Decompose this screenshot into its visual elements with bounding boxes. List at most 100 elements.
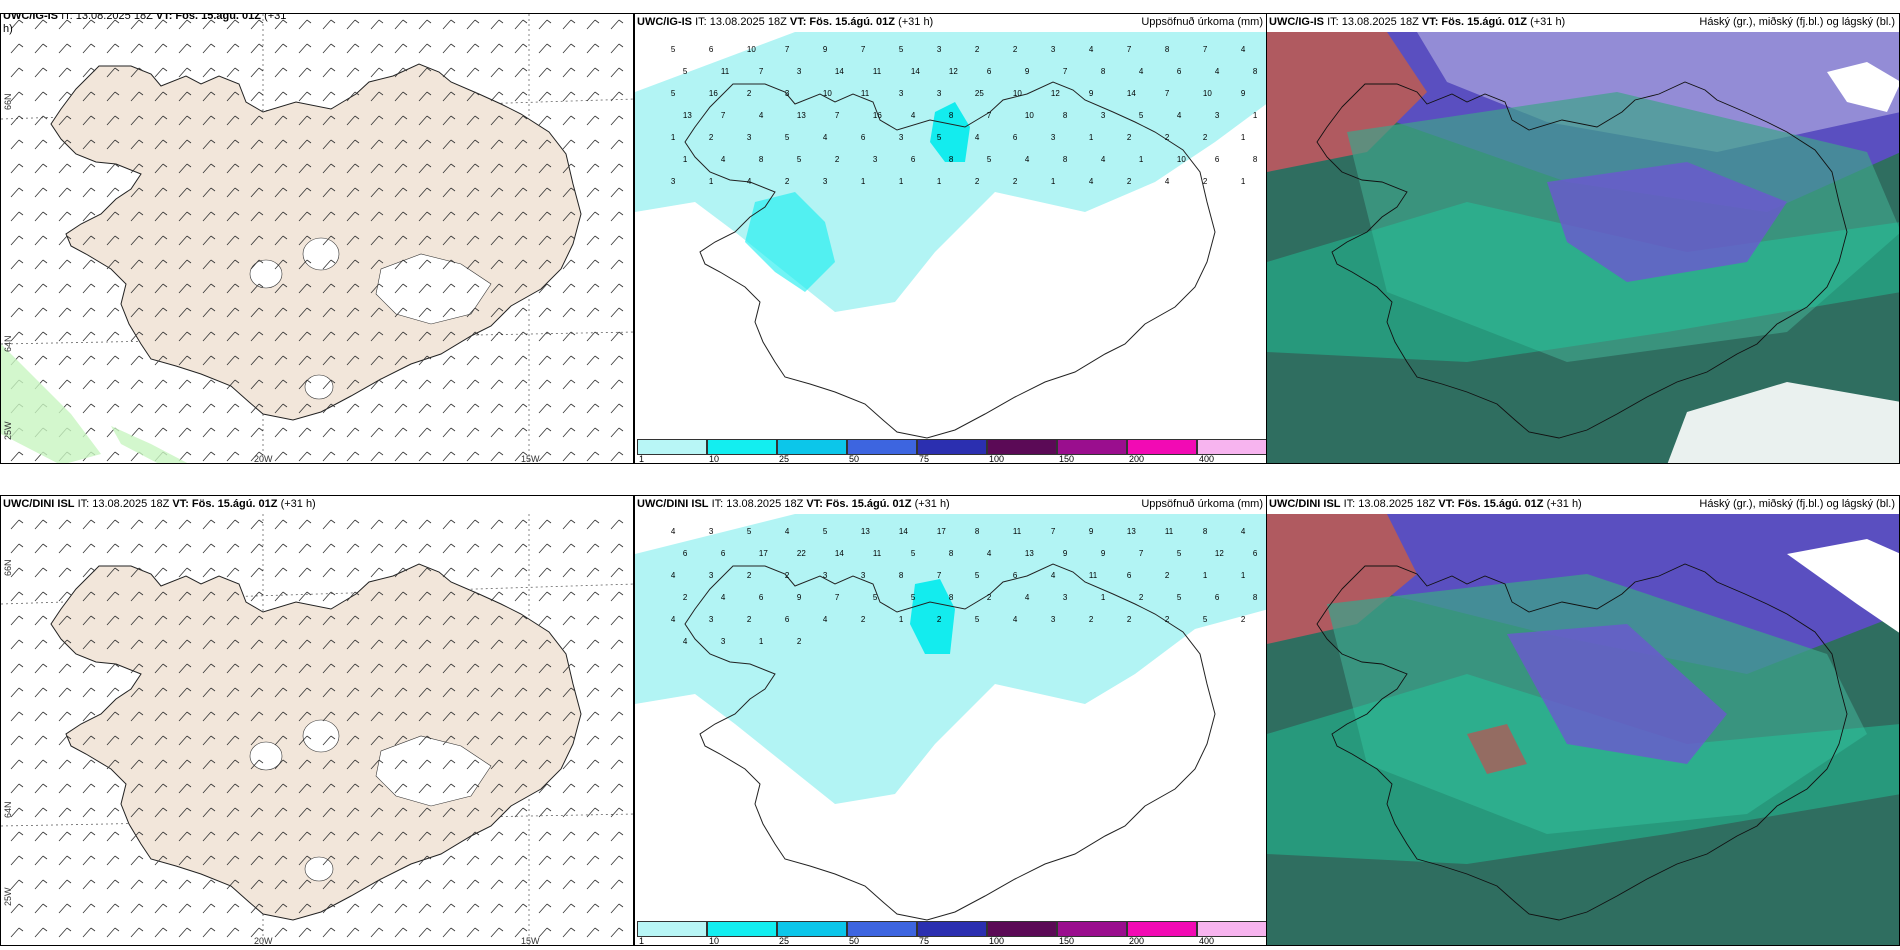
wind-barb-feather (90, 543, 96, 548)
wind-barb (274, 115, 284, 126)
wind-barb-feather (42, 91, 48, 96)
wind-barb-feather (426, 187, 432, 192)
precip-value: 2 (797, 637, 802, 646)
wind-barb-feather (618, 91, 624, 96)
wind-barb-feather (18, 663, 24, 668)
wind-barb (466, 19, 476, 30)
wind-barb-feather (570, 355, 576, 360)
wind-barb-feather (402, 91, 408, 96)
wind-barb (394, 139, 404, 150)
wind-barb-feather (546, 283, 552, 288)
wind-barb (610, 91, 620, 102)
cloud-panel-bottom-title: UWC/DINI ISL IT: 13.08.2025 18Z VT: Fös.… (1269, 498, 1582, 510)
wind-barb (466, 259, 476, 270)
wind-barb (10, 91, 20, 102)
wind-barb-feather (426, 139, 432, 144)
wind-barb (442, 639, 452, 650)
wind-barb (82, 855, 92, 866)
wind-barb (58, 831, 68, 842)
colorbar-tick: 75 (919, 454, 930, 464)
wind-barb (298, 211, 308, 222)
wind-barb (10, 235, 20, 246)
wind-barb-feather (282, 283, 288, 288)
precip-value: 2 (1139, 593, 1144, 602)
wind-barb-feather (570, 115, 576, 120)
wind-barb (466, 519, 476, 530)
wind-barb (514, 331, 524, 342)
wind-barb (562, 403, 572, 414)
wind-barb (202, 451, 212, 462)
lon-label-15w-b: 15W (521, 936, 540, 946)
wind-barb-feather (618, 67, 624, 72)
wind-barb-feather (42, 283, 48, 288)
wind-barb (106, 831, 116, 842)
wind-barb (58, 615, 68, 626)
wind-barb-feather (66, 283, 72, 288)
wind-panel-top: UWC/IG-IS IT: 13.08.2025 18Z VT: Fös. 15… (0, 13, 634, 464)
wind-barb-feather (330, 235, 336, 240)
wind-barb (130, 67, 140, 78)
wind-barb (514, 735, 524, 746)
wind-barb (58, 19, 68, 30)
wind-barb-feather (42, 235, 48, 240)
wind-barb-feather (162, 19, 168, 24)
wind-barb (514, 355, 524, 366)
wind-barb (130, 211, 140, 222)
wind-barb (178, 43, 188, 54)
wind-barb (226, 663, 236, 674)
wind-barb-feather (282, 519, 288, 524)
wind-barb-feather (402, 427, 408, 432)
wind-barb-feather (594, 783, 600, 788)
wind-barb-feather (330, 403, 336, 408)
colorbar-swatch (777, 439, 847, 455)
wind-barb (106, 139, 116, 150)
precip-value: 8 (1101, 67, 1106, 76)
wind-barb-feather (618, 379, 624, 384)
wind-barb-feather (354, 711, 360, 716)
precip-value: 4 (1177, 111, 1182, 120)
wind-barb-feather (594, 543, 600, 548)
wind-barb (394, 759, 404, 770)
wind-barb-feather (90, 879, 96, 884)
wind-barb (490, 403, 500, 414)
wind-barb-feather (354, 591, 360, 596)
wind-barb-feather (66, 235, 72, 240)
wind-barb (346, 355, 356, 366)
wind-barb (226, 807, 236, 818)
wind-barb-feather (282, 711, 288, 716)
wind-barb (346, 783, 356, 794)
wind-barb-feather (474, 783, 480, 788)
colorbar-tick: 150 (1059, 936, 1075, 946)
wind-barb (34, 91, 44, 102)
wind-barb (418, 639, 428, 650)
wind-barb (202, 331, 212, 342)
precip-value: 3 (1051, 45, 1056, 54)
wind-barb (370, 927, 380, 938)
wind-barb-feather (474, 831, 480, 836)
wind-barb (346, 759, 356, 770)
wind-barb-feather (90, 163, 96, 168)
wind-barb-feather (570, 711, 576, 716)
wind-barb-feather (114, 855, 120, 860)
wind-barb (322, 687, 332, 698)
wind-barb-feather (258, 711, 264, 716)
wind-barb-feather (378, 91, 384, 96)
wind-barb (10, 831, 20, 842)
wind-barb-feather (354, 115, 360, 120)
wind-barb (394, 163, 404, 174)
wind-barb-feather (306, 927, 312, 932)
wind-barb (466, 807, 476, 818)
wind-barb (466, 211, 476, 222)
wind-barb-feather (498, 879, 504, 884)
precip-value: 25 (975, 89, 984, 98)
wind-barb (130, 235, 140, 246)
wind-barb (490, 591, 500, 602)
wind-barb-feather (330, 355, 336, 360)
wind-barb-feather (186, 427, 192, 432)
wind-barb-feather (378, 519, 384, 524)
precip-value: 5 (671, 89, 676, 98)
cloud-panel-top: UWC/IG-IS IT: 13.08.2025 18Z VT: Fös. 15… (1266, 13, 1900, 464)
precip-value: 7 (785, 45, 790, 54)
wind-barb (154, 91, 164, 102)
wind-barb (370, 759, 380, 770)
